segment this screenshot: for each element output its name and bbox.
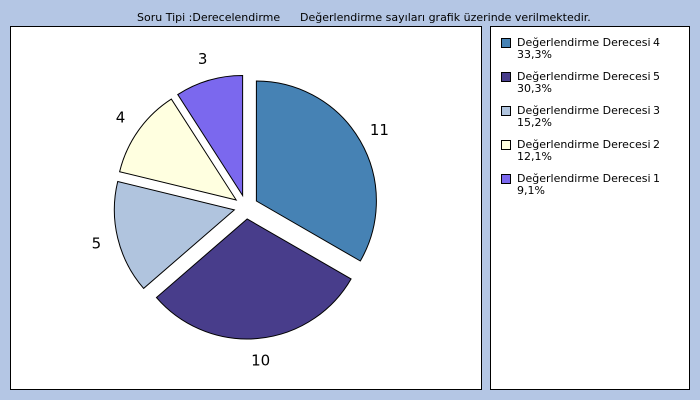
pie-slice-1 [177,74,244,198]
legend-category: 5 [653,70,660,83]
legend-swatch [501,106,511,116]
pie-slice-5 [155,218,352,340]
legend-percent: 30,3% [517,82,552,95]
legend-label: Değerlendirme Derecesi [517,70,651,83]
legend-swatch [501,38,511,48]
legend-label: Değerlendirme Derecesi [517,172,651,185]
pie-slice-3 [113,180,236,290]
pie-value-label-4: 11 [370,121,389,139]
pie-value-label-3: 5 [92,234,102,252]
pie-slice-2 [119,98,238,201]
pie-chart-panel: 11 10 5 4 3 [10,26,482,390]
pie-value-label-5: 10 [251,351,270,369]
legend-label: Değerlendirme Derecesi [517,138,651,151]
legend-percent: 9,1% [517,184,545,197]
legend-label: Değerlendirme Derecesi [517,104,651,117]
pie-value-label-2: 4 [116,109,126,127]
legend-swatch [501,72,511,82]
pie-chart: 11 10 5 4 3 [92,50,389,369]
legend-label: Değerlendirme Derecesi [517,36,651,49]
pie-slice-4 [255,80,377,262]
legend-category: 1 [653,172,660,185]
legend-category: 4 [653,36,660,49]
pie-value-label-1: 3 [198,50,208,68]
legend-panel: Değerlendirme Derecesi 4 33,3% Değerlendirm… [490,26,690,390]
chart-note: Değerlendirme sayıları grafik üzerinde v… [300,11,591,24]
legend-percent: 33,3% [517,48,552,61]
legend-percent: 12,1% [517,150,552,163]
legend-swatch [501,140,511,150]
legend-percent: 15,2% [517,116,552,129]
legend-category: 2 [653,138,660,151]
legend-swatch [501,174,511,184]
question-type-label: Soru Tipi :Derecelendirme [137,11,281,24]
legend-category: 3 [653,104,660,117]
